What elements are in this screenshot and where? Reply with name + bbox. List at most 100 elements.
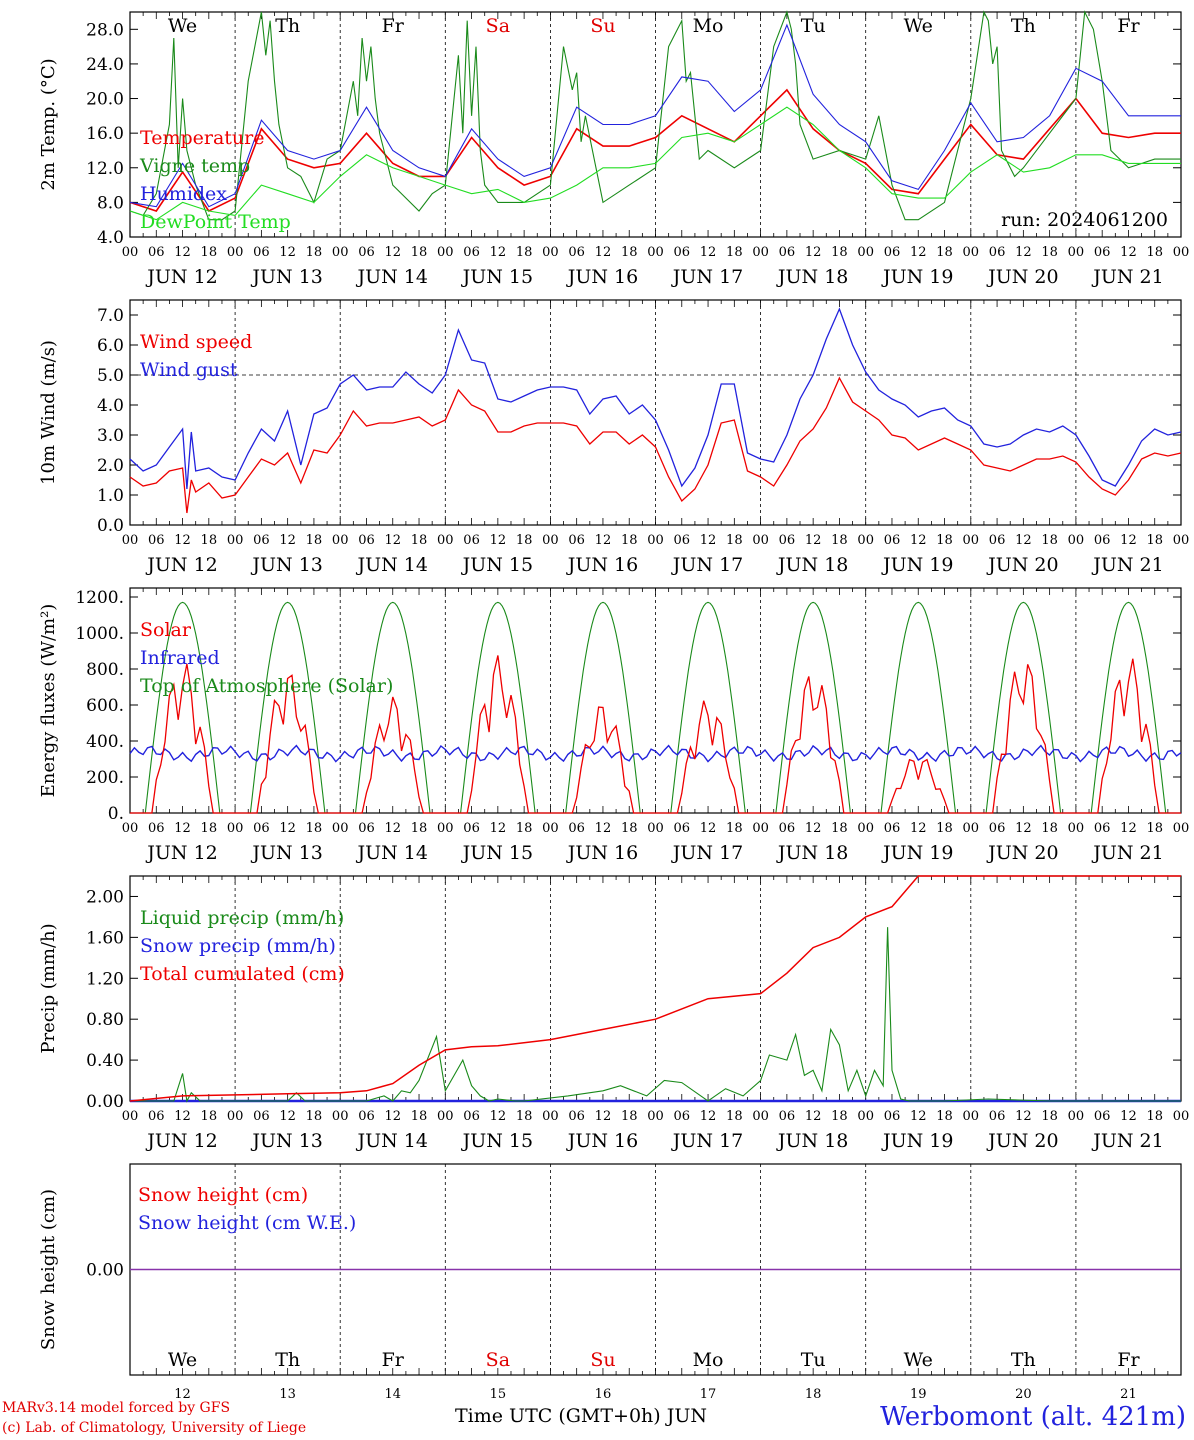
x-hour-label: 00	[122, 821, 139, 836]
x-hour-label: 06	[779, 245, 796, 260]
y-tick-label: 800.	[86, 660, 124, 680]
x-day-label: JUN 16	[566, 266, 638, 288]
weekday-label: Fr	[1117, 15, 1140, 37]
x-hour-label: 06	[358, 1109, 375, 1124]
x-hour-label: 06	[674, 533, 691, 548]
x-hour-label: 12	[279, 1109, 296, 1124]
series-line-humidex	[129, 23, 1181, 208]
y-tick-label: 1200.	[75, 588, 124, 608]
x-day-label: JUN 21	[1091, 266, 1163, 288]
x-day-label: JUN 18	[776, 266, 848, 288]
x-hour-label: 06	[674, 245, 691, 260]
x-day-label: JUN 16	[566, 554, 638, 576]
x-hour-label: 06	[463, 1109, 480, 1124]
x-hour-label: 06	[884, 533, 901, 548]
x-hour-label: 18	[306, 821, 323, 836]
x-hour-label: 06	[148, 821, 165, 836]
x-hour-label: 18	[1041, 1109, 1058, 1124]
x-hour-label: 18	[831, 245, 848, 260]
x-day-label: JUN 17	[671, 266, 743, 288]
weekday-label: Th	[275, 15, 300, 37]
weekday-label: Sa	[486, 15, 510, 37]
x-hour-label: 00	[647, 821, 664, 836]
y-tick-label: 0.00	[86, 1261, 124, 1281]
x-day-label: JUN 12	[145, 1130, 217, 1152]
x-hour-label: 12	[1015, 533, 1032, 548]
x-hour-label: 06	[674, 821, 691, 836]
y-tick-label: 200.	[86, 768, 124, 788]
x-day-label: JUN 12	[145, 266, 217, 288]
x-hour-label: 12	[490, 245, 507, 260]
x-hour-label: 06	[1094, 533, 1111, 548]
x-hour-label: 00	[963, 821, 980, 836]
y-tick-label: 0.00	[86, 1092, 124, 1112]
x-hour-label: 06	[358, 533, 375, 548]
x-hour-label: 00	[542, 821, 559, 836]
x-hour-label: 18	[1146, 821, 1163, 836]
x-hour-label: 06	[253, 533, 270, 548]
x-day-label: JUN 13	[250, 266, 322, 288]
x-hour-label: 12	[279, 533, 296, 548]
x-hour-label: 12	[490, 1109, 507, 1124]
x-hour-label: 00	[1068, 1109, 1085, 1124]
x-hour-label: 06	[989, 245, 1006, 260]
x-hour-label: 18	[936, 533, 953, 548]
day-number-label: 19	[910, 1387, 927, 1402]
x-hour-label: 06	[884, 245, 901, 260]
x-hour-label: 18	[201, 245, 218, 260]
day-number-label: 16	[595, 1387, 612, 1402]
x-hour-label: 00	[542, 245, 559, 260]
day-number-label: 15	[490, 1387, 507, 1402]
x-hour-label: 00	[332, 533, 349, 548]
x-day-label: JUN 16	[566, 1130, 638, 1152]
legend-entry: Total cumulated (cm)	[140, 963, 345, 985]
x-hour-label: 12	[805, 1109, 822, 1124]
y-tick-label: 16.0	[86, 124, 124, 144]
x-hour-label: 18	[936, 821, 953, 836]
x-day-label: JUN 17	[671, 554, 743, 576]
x-hour-label: 06	[779, 533, 796, 548]
day-number-label: 13	[279, 1387, 296, 1402]
x-hour-label: 00	[857, 245, 874, 260]
weekday-label: Tu	[801, 1349, 826, 1371]
x-hour-label: 06	[1094, 245, 1111, 260]
x-hour-label: 18	[621, 1109, 638, 1124]
x-hour-label: 12	[1015, 245, 1032, 260]
x-hour-label: 06	[358, 245, 375, 260]
x-hour-label: 12	[279, 821, 296, 836]
y-axis-label: Energy fluxes (W/m²)	[38, 604, 59, 798]
x-hour-label: 18	[411, 245, 428, 260]
x-hour-label: 06	[253, 821, 270, 836]
weekday-label: We	[168, 1349, 197, 1371]
model-credit: MARv3.14 model forced by GFS	[2, 1400, 231, 1416]
x-hour-label: 18	[726, 1109, 743, 1124]
y-tick-label: 4.0	[97, 396, 124, 416]
y-tick-label: 1000.	[75, 624, 124, 644]
x-hour-label: 18	[411, 821, 428, 836]
series-line-infrared	[129, 744, 1182, 763]
x-hour-label: 06	[989, 1109, 1006, 1124]
x-hour-label: 00	[437, 245, 454, 260]
x-hour-label: 06	[568, 533, 585, 548]
x-hour-label: 18	[516, 533, 533, 548]
x-hour-label: 00	[332, 821, 349, 836]
x-hour-label: 06	[1094, 821, 1111, 836]
x-hour-label: 12	[174, 533, 191, 548]
x-hour-label: 18	[936, 1109, 953, 1124]
day-number-label: 21	[1120, 1387, 1137, 1402]
x-hour-label: 12	[805, 533, 822, 548]
x-day-label: JUN 15	[461, 1130, 533, 1152]
legend-entry: Liquid precip (mm/h)	[140, 907, 344, 929]
y-tick-label: 8.0	[97, 193, 124, 213]
weekday-label: We	[904, 15, 933, 37]
y-axis-label: 10m Wind (m/s)	[38, 340, 59, 485]
x-hour-label: 06	[463, 245, 480, 260]
x-hour-label: 12	[174, 821, 191, 836]
x-hour-label: 18	[726, 245, 743, 260]
weekday-label: Th	[1011, 15, 1036, 37]
day-number-label: 20	[1015, 1387, 1032, 1402]
x-hour-label: 00	[963, 1109, 980, 1124]
x-hour-label: 06	[358, 821, 375, 836]
x-hour-label: 00	[857, 821, 874, 836]
x-hour-label: 18	[306, 1109, 323, 1124]
